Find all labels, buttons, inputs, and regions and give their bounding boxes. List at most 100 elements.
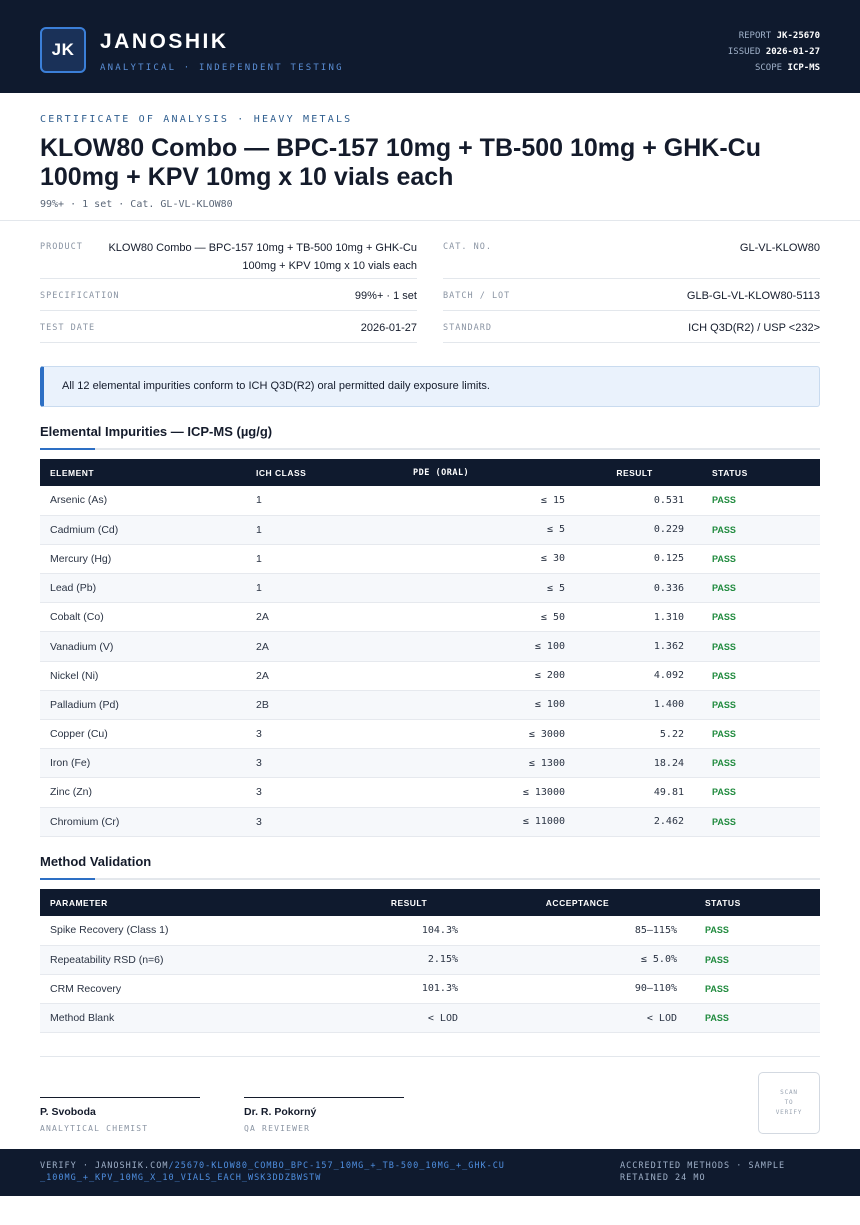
pde-cell: ≤ 15 <box>403 486 575 516</box>
scope-label: SCOPE <box>754 63 783 73</box>
table-row: Lead (Pb) 1 ≤ 5 0.336 PASS <box>40 573 820 604</box>
ich-class-cell: 1 <box>246 544 403 575</box>
table-row: Mercury (Hg) 1 ≤ 30 0.125 PASS <box>40 544 820 575</box>
val-result-cell: < LOD <box>350 1003 468 1034</box>
parameter-cell: Repeatability RSD (n=6) <box>40 945 350 975</box>
result-cell: 1.310 <box>575 602 694 633</box>
result-cell: 0.336 <box>575 573 694 604</box>
pde-cell: ≤ 100 <box>403 690 575 721</box>
pde-cell: ≤ 50 <box>403 602 575 633</box>
report-header: JK JANOSHIK ANALYTICAL · INDEPENDENT TES… <box>0 0 860 93</box>
reviewer-role: QA REVIEWER <box>244 1124 311 1133</box>
footer-note: ACCREDITED METHODS · SAMPLE RETAINED 24 … <box>620 1161 786 1183</box>
val-result-cell: 2.15% <box>350 945 468 975</box>
scope-value: ICP-MS <box>787 63 820 73</box>
status-cell: PASS <box>694 602 820 633</box>
result-cell: 4.092 <box>575 661 694 691</box>
ich-class-cell: 1 <box>246 573 403 604</box>
brand-name: JANOSHIK <box>100 30 229 53</box>
product-subline: 99%+ · 1 set · Cat. GL-VL-KLOW80 <box>40 199 233 210</box>
qr-text-3: VERIFY <box>775 1109 803 1116</box>
parameter-cell: CRM Recovery <box>40 974 350 1005</box>
ich-class-cell: 2A <box>246 602 403 633</box>
divider <box>0 220 860 221</box>
conformance-text: All 12 elemental impurities conform to I… <box>62 380 490 392</box>
ich-class-cell: 1 <box>246 486 403 516</box>
conformance-notice: All 12 elemental impurities conform to I… <box>40 366 820 407</box>
status-cell: PASS <box>694 544 820 575</box>
table-row: CRM Recovery 101.3% 90–110% PASS <box>40 974 820 1005</box>
report-id-label: REPORT <box>738 31 772 41</box>
signature-analyst: P. Svoboda ANALYTICAL CHEMIST <box>40 1097 200 1133</box>
info-right-column: CAT. NO. GL-VL-KLOW80 BATCH / LOT GLB-GL… <box>443 231 820 343</box>
verify-qr-placeholder[interactable]: SCAN TO VERIFY <box>758 1072 820 1134</box>
result-cell: 1.362 <box>575 631 694 662</box>
col-val-result: RESULT <box>350 889 468 916</box>
info-row-standard: STANDARD ICH Q3D(R2) / USP <232> <box>443 311 820 343</box>
ich-class-cell: 3 <box>246 748 403 779</box>
validation-header-row: PARAMETER RESULT ACCEPTANCE STATUS <box>40 889 820 916</box>
test-date-value: 2026-01-27 <box>360 322 417 334</box>
col-result: RESULT <box>575 459 694 486</box>
report-footer: VERIFY · JANOSHIK.COM/25670-KLOW80_COMBO… <box>0 1149 860 1196</box>
validation-section-rule <box>40 878 820 880</box>
signature-divider <box>40 1056 820 1057</box>
result-cell: 18.24 <box>575 748 694 779</box>
table-row: Arsenic (As) 1 ≤ 15 0.531 PASS <box>40 486 820 516</box>
verify-line: VERIFY · JANOSHIK.COM/25670-KLOW80_COMBO… <box>40 1160 510 1184</box>
pde-cell: ≤ 5 <box>403 515 575 545</box>
pde-cell: ≤ 100 <box>403 631 575 662</box>
table-row: Copper (Cu) 3 ≤ 3000 5.22 PASS <box>40 719 820 750</box>
impurities-header-row: ELEMENT ICH CLASS PDE (ORAL) RESULT STAT… <box>40 459 820 486</box>
verify-link[interactable]: /25670-KLOW80_COMBO_BPC-157_10MG_+_TB-50… <box>40 1161 505 1183</box>
val-status-cell: PASS <box>687 916 820 946</box>
cat-label: CAT. NO. <box>443 242 492 252</box>
result-cell: 0.531 <box>575 486 694 516</box>
table-row: Chromium (Cr) 3 ≤ 11000 2.462 PASS <box>40 807 820 837</box>
page-title: KLOW80 Combo — BPC-157 10mg + TB-500 10m… <box>40 134 761 191</box>
specification-label: SPECIFICATION <box>40 291 120 301</box>
element-cell: Iron (Fe) <box>40 748 246 779</box>
pde-cell: ≤ 13000 <box>403 777 575 808</box>
issued-label: ISSUED <box>727 47 761 57</box>
result-cell: 2.462 <box>575 807 694 837</box>
status-cell: PASS <box>694 807 820 837</box>
element-cell: Mercury (Hg) <box>40 544 246 575</box>
brand-tagline: ANALYTICAL · INDEPENDENT TESTING <box>100 63 344 73</box>
acceptance-cell: 90–110% <box>468 974 687 1005</box>
element-cell: Chromium (Cr) <box>40 807 246 837</box>
element-cell: Arsenic (As) <box>40 486 246 516</box>
col-parameter: PARAMETER <box>40 889 350 916</box>
table-row: Zinc (Zn) 3 ≤ 13000 49.81 PASS <box>40 777 820 808</box>
qr-text-2: TO <box>784 1099 794 1106</box>
pde-cell: ≤ 200 <box>403 661 575 691</box>
table-row: Vanadium (V) 2A ≤ 100 1.362 PASS <box>40 631 820 662</box>
pde-cell: ≤ 30 <box>403 544 575 575</box>
test-date-label: TEST DATE <box>40 323 96 333</box>
result-cell: 5.22 <box>575 719 694 750</box>
ich-class-cell: 3 <box>246 807 403 837</box>
reviewer-name: Dr. R. Pokorný <box>244 1106 317 1118</box>
status-cell: PASS <box>694 748 820 779</box>
table-row: Cadmium (Cd) 1 ≤ 5 0.229 PASS <box>40 515 820 545</box>
element-cell: Vanadium (V) <box>40 631 246 662</box>
scope-line: SCOPE ICP-MS <box>728 60 820 76</box>
result-cell: 0.125 <box>575 544 694 575</box>
parameter-cell: Method Blank <box>40 1003 350 1034</box>
info-row-batch: BATCH / LOT GLB-GL-VL-KLOW80-5113 <box>443 279 820 311</box>
element-cell: Palladium (Pd) <box>40 690 246 721</box>
standard-label: STANDARD <box>443 323 492 333</box>
element-cell: Cobalt (Co) <box>40 602 246 633</box>
product-value: KLOW80 Combo — BPC-157 10mg + TB-500 10m… <box>108 242 417 272</box>
verify-prefix: VERIFY · JANOSHIK.COM <box>40 1161 169 1171</box>
standard-value: ICH Q3D(R2) / USP <232> <box>688 322 820 334</box>
result-cell: 49.81 <box>575 777 694 808</box>
status-cell: PASS <box>694 719 820 750</box>
issued-value: 2026-01-27 <box>765 47 820 57</box>
table-row: Spike Recovery (Class 1) 104.3% 85–115% PAS… <box>40 916 820 946</box>
ich-class-cell: 3 <box>246 719 403 750</box>
result-cell: 1.400 <box>575 690 694 721</box>
acceptance-cell: 85–115% <box>468 916 687 946</box>
ich-class-cell: 3 <box>246 777 403 808</box>
info-left-column: PRODUCT KLOW80 Combo — BPC-157 10mg + TB… <box>40 231 417 343</box>
